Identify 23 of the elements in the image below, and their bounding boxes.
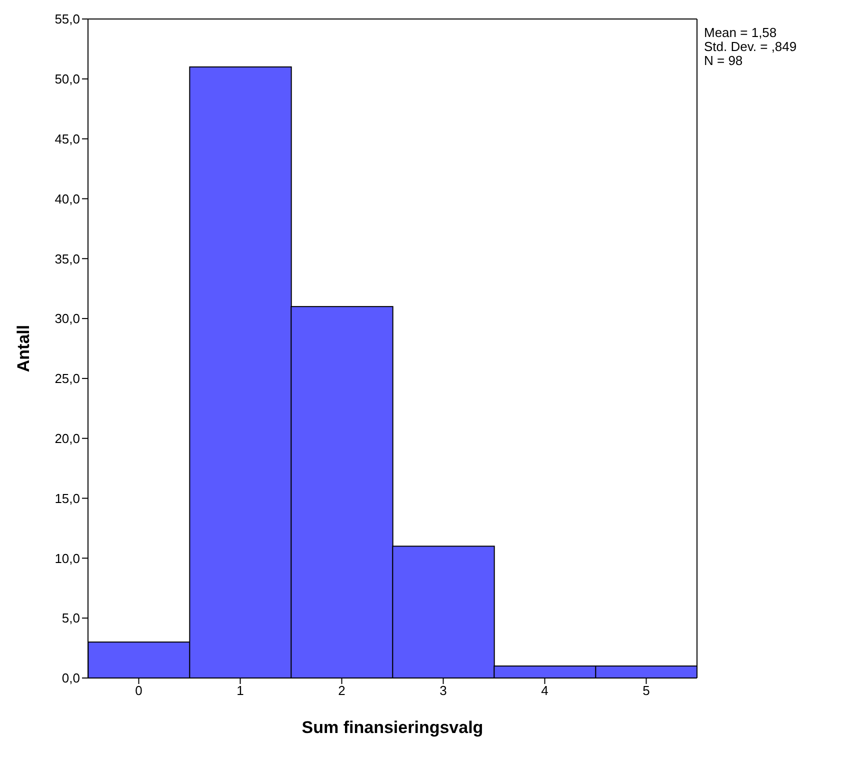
y-tick-label: 50,0 — [54, 72, 80, 87]
y-tick-label: 0,0 — [62, 670, 80, 686]
x-tick-label: 2 — [338, 683, 346, 698]
x-tick-label: 4 — [541, 683, 548, 698]
y-axis-title: Antall — [14, 324, 34, 372]
y-tick-label: 40,0 — [54, 191, 80, 206]
x-axis-title: Sum finansieringsvalg — [302, 718, 484, 737]
y-tick-label: 25,0 — [54, 371, 80, 386]
y-tick-label: 15,0 — [54, 490, 80, 506]
y-tick-label: 55,0 — [54, 12, 80, 27]
text: Mean = 1,58 — [704, 25, 778, 40]
y-tick-label: 20,0 — [54, 430, 80, 446]
y-tick-label: 10,0 — [54, 550, 80, 566]
y-tick-label: 45,0 — [54, 131, 80, 146]
x-tick-label: 3 — [440, 683, 447, 698]
text: Std. Dev. = ,849 — [704, 39, 797, 54]
text: N = 98 — [704, 53, 744, 68]
x-tick-label: 1 — [236, 683, 244, 698]
y-tick-label: 30,0 — [54, 311, 80, 326]
y-tick-label: 35,0 — [54, 251, 80, 266]
y-tick-label: 5,0 — [62, 610, 80, 626]
x-tick-label: 0 — [135, 683, 142, 698]
x-tick-label: 5 — [642, 683, 650, 698]
